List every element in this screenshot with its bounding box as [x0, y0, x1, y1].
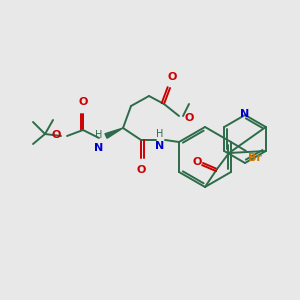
Polygon shape — [105, 128, 123, 138]
Text: O: O — [78, 97, 88, 107]
Text: O: O — [184, 113, 194, 123]
Text: H: H — [95, 130, 103, 140]
Text: H: H — [156, 129, 164, 139]
Text: N: N — [155, 141, 165, 151]
Text: Br: Br — [248, 153, 262, 163]
Text: O: O — [136, 165, 146, 175]
Text: N: N — [94, 143, 103, 153]
Text: O: O — [52, 130, 61, 140]
Text: N: N — [240, 109, 250, 119]
Text: O: O — [167, 72, 177, 82]
Text: O: O — [192, 157, 202, 167]
